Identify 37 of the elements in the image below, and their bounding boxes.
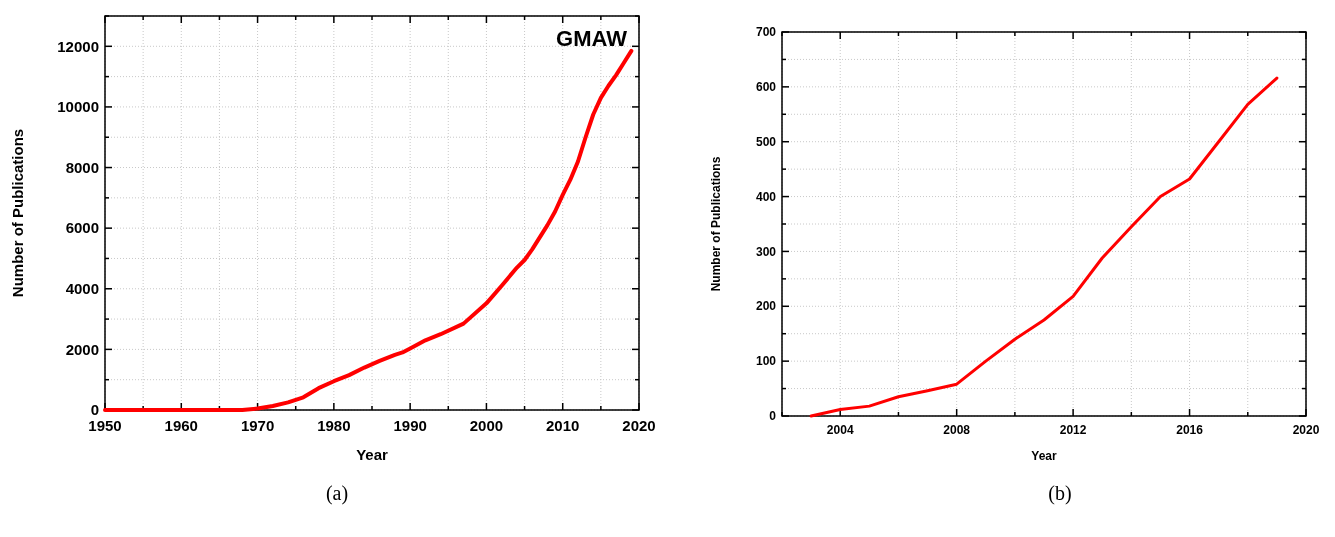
x-tick-label: 1950 [88, 417, 122, 434]
y-tick-label: 100 [755, 354, 777, 369]
y-tick-label: 6000 [65, 219, 99, 237]
text: (a) [325, 482, 349, 505]
y-tick-label: 0 [90, 401, 99, 419]
x-tick-label: 2008 [943, 423, 971, 437]
x-tick-label: 1990 [393, 417, 427, 434]
x-tick-label: 2004 [826, 423, 854, 437]
x-tick-label: 2020 [1292, 423, 1320, 437]
x-tick-label: 2020 [622, 417, 656, 434]
y-tick-label: 600 [755, 80, 777, 95]
x-tick-label: 2000 [469, 417, 504, 434]
x-tick-label: 1980 [317, 417, 351, 434]
y-tick-label: 8000 [65, 158, 99, 176]
x-axis-title: Year [1031, 449, 1058, 463]
line-series [103, 48, 634, 412]
line-series [809, 76, 1279, 418]
y-axis-title: Number of Publications [9, 128, 26, 298]
x-tick-label: 2012 [1059, 423, 1087, 437]
y-tick-label: 700 [755, 25, 777, 40]
y-tick-label: 200 [755, 299, 777, 314]
y-tick-label: 0 [769, 409, 777, 424]
x-tick-label: 2016 [1176, 423, 1204, 437]
text: (b) [1048, 482, 1072, 505]
y-tick-label: 10000 [57, 98, 99, 116]
annotation: GMAW [556, 26, 628, 51]
x-axis-title: Year [356, 446, 389, 463]
y-tick-label: 300 [755, 244, 777, 259]
x-tick-label: 1970 [240, 417, 275, 434]
y-tick-label: 400 [755, 189, 777, 204]
y-tick-label: 500 [755, 134, 777, 149]
x-tick-label: 1960 [164, 417, 198, 434]
y-tick-label: 4000 [65, 280, 99, 298]
x-tick-label: 2010 [546, 417, 580, 434]
y-tick-label: 2000 [65, 340, 99, 358]
y-tick-label: 12000 [57, 37, 99, 55]
y-axis-title: Number of Publications [709, 156, 723, 292]
